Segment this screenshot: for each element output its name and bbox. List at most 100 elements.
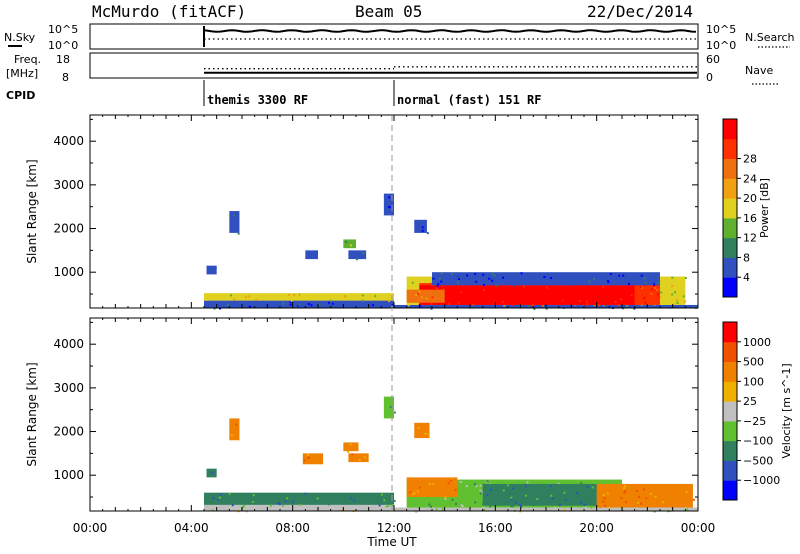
- scatter-pixel: [329, 299, 332, 302]
- scatter-pixel: [237, 232, 240, 235]
- scatter-pixel: [299, 503, 302, 506]
- scatter-pixel: [495, 284, 498, 287]
- scatter-pixel: [233, 298, 236, 301]
- scatter-region: [383, 193, 394, 216]
- scatter-pixel: [676, 301, 679, 304]
- power-panel: 1000 2000 3000 4000 Slant Range [km]: [25, 114, 699, 310]
- scatter-pixel: [614, 289, 617, 292]
- scatter-pixel: [591, 296, 594, 298]
- scatter-region: [348, 453, 369, 463]
- scatter-pixel: [644, 281, 647, 284]
- scatter-pixel: [533, 307, 536, 310]
- colorbar-swatch: [723, 460, 737, 481]
- scatter-pixel: [486, 493, 489, 496]
- scatter-pixel: [412, 493, 415, 496]
- scatter-pixel: [536, 498, 539, 501]
- scatter-pixel: [602, 494, 605, 496]
- scatter-pixel: [358, 459, 361, 462]
- scatter-pixel: [524, 494, 527, 497]
- scatter-pixel: [630, 502, 633, 505]
- scatter-pixel: [586, 485, 589, 488]
- scatter-pixel: [558, 504, 561, 507]
- scatter-pixel: [448, 302, 451, 305]
- scatter-pixel: [355, 258, 358, 261]
- scatter-pixel: [550, 277, 553, 279]
- scatter-pixel: [643, 488, 646, 491]
- scatter-pixel: [645, 497, 648, 500]
- scatter-pixel: [684, 277, 687, 279]
- scatter-pixel: [551, 497, 554, 500]
- scatter-pixel: [438, 277, 441, 280]
- scatter-pixel: [460, 500, 462, 503]
- nsky-line: [203, 29, 697, 33]
- cpid-segments: themis 3300 RF normal (fast) 151 RF: [203, 80, 542, 107]
- scatter-pixel: [242, 506, 245, 509]
- scatter-region: [305, 250, 318, 260]
- scatter-pixel: [415, 294, 418, 296]
- scatter-pixel: [387, 406, 389, 409]
- velocity-heatmap: [204, 396, 698, 513]
- scatter-pixel: [651, 288, 654, 291]
- scatter-pixel: [226, 303, 229, 306]
- scatter-pixel: [685, 490, 688, 493]
- scatter-pixel: [584, 281, 587, 284]
- scatter-pixel: [228, 492, 231, 495]
- scatter-pixel: [378, 504, 381, 507]
- scatter-pixel: [557, 482, 560, 485]
- scatter-pixel: [563, 491, 566, 494]
- scatter-pixel: [520, 272, 523, 275]
- scatter-pixel: [629, 491, 631, 494]
- nsky-frame: [89, 23, 699, 50]
- scatter-pixel: [234, 494, 237, 497]
- scatter-pixel: [597, 304, 600, 307]
- scatter-pixel: [644, 498, 647, 501]
- colorbar-label: Power [dB]: [758, 178, 771, 238]
- scatter-pixel: [608, 506, 611, 509]
- scatter-pixel: [490, 488, 493, 491]
- scatter-pixel: [282, 504, 284, 507]
- scatter-pixel: [374, 295, 377, 298]
- scatter-pixel: [626, 304, 629, 307]
- scatter-pixel: [255, 496, 258, 498]
- scatter-region: [204, 492, 394, 505]
- scatter-pixel: [474, 501, 477, 504]
- scatter-pixel: [387, 206, 390, 208]
- scatter-pixel: [546, 286, 549, 289]
- scatter-pixel: [219, 493, 222, 496]
- x-tick-label: 20:00: [579, 521, 614, 535]
- scatter-pixel: [361, 294, 364, 297]
- colorbar-tick-label: −25: [743, 415, 766, 428]
- y-tick-label: 4000: [53, 337, 84, 351]
- scatter-pixel: [440, 280, 443, 283]
- scatter-pixel: [529, 498, 532, 500]
- scatter-pixel: [473, 296, 476, 299]
- scatter-pixel: [251, 500, 254, 503]
- scatter-pixel: [440, 272, 443, 275]
- scatter-pixel: [479, 492, 482, 495]
- scatter-pixel: [433, 502, 436, 505]
- scatter-pixel: [550, 501, 553, 503]
- scatter-pixel: [239, 303, 242, 306]
- scatter-pixel: [284, 500, 287, 503]
- scatter-pixel: [353, 499, 355, 502]
- scatter-pixel: [474, 483, 476, 486]
- scatter-region: [406, 477, 458, 498]
- scatter-region: [414, 422, 430, 439]
- scatter-pixel: [303, 459, 306, 462]
- scatter-region: [596, 483, 693, 508]
- scatter-pixel: [584, 503, 587, 506]
- colorbar-tick-label: 12: [743, 232, 757, 245]
- scatter-pixel: [441, 509, 444, 512]
- scatter-pixel: [670, 299, 673, 302]
- scatter-pixel: [618, 274, 621, 277]
- scatter-pixel: [532, 304, 534, 307]
- beam-label: Beam 05: [355, 2, 422, 21]
- scatter-pixel: [441, 507, 444, 510]
- scatter-pixel: [466, 283, 469, 286]
- nsky-tick-low: 10^0: [48, 39, 78, 52]
- scatter-pixel: [621, 509, 624, 512]
- scatter-pixel: [422, 299, 425, 302]
- scatter-pixel: [346, 502, 349, 505]
- scatter-pixel: [607, 280, 610, 283]
- scatter-pixel: [585, 300, 588, 303]
